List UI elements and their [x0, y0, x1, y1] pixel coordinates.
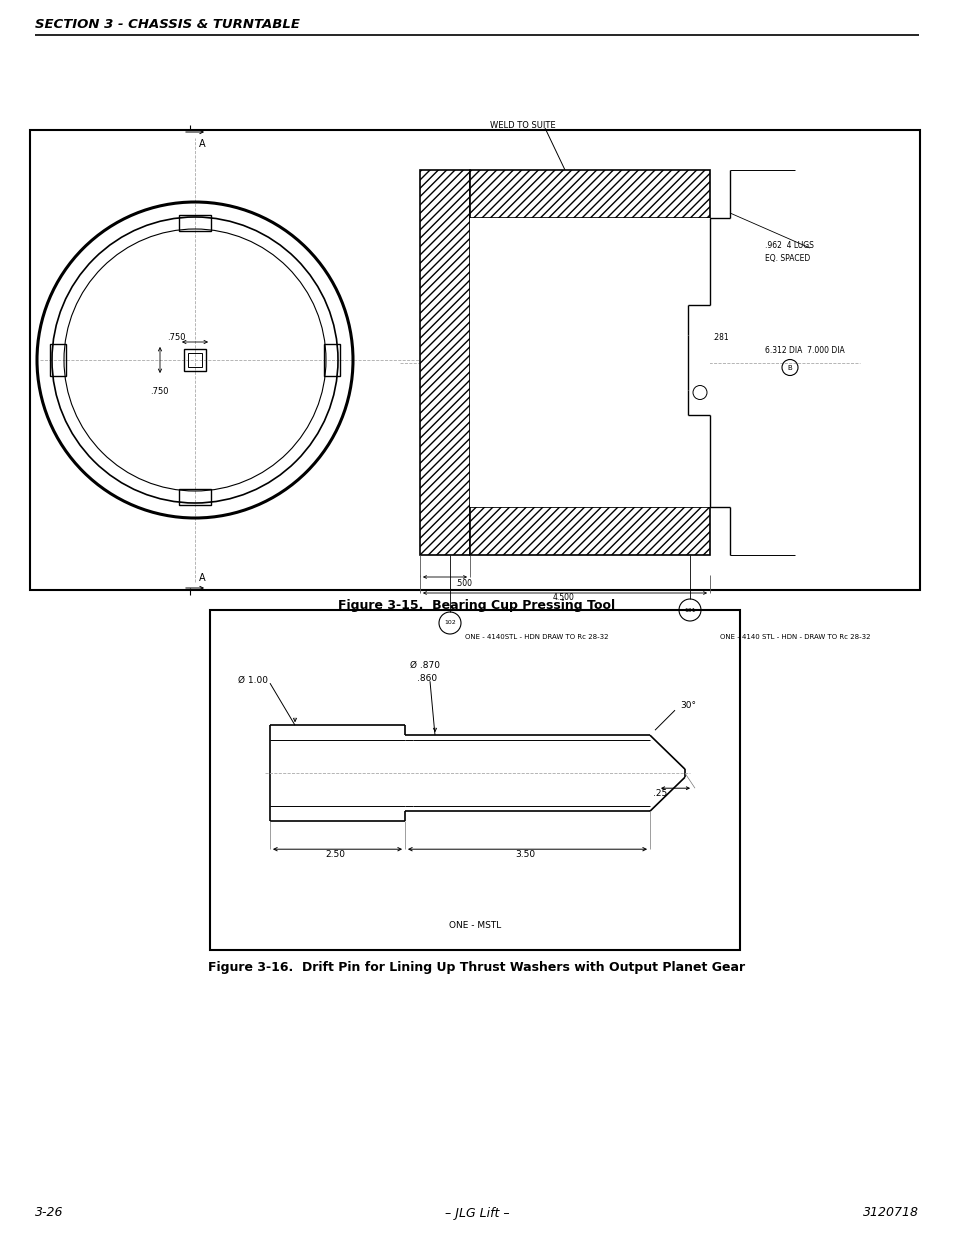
Bar [470, 170, 709, 219]
Text: B: B [787, 364, 792, 370]
Text: 4.500: 4.500 [553, 593, 575, 601]
Bar [324, 345, 339, 375]
Text: 3.50: 3.50 [515, 850, 535, 858]
Bar [470, 508, 709, 555]
Bar [30, 130, 919, 590]
Text: 2.50: 2.50 [325, 850, 345, 858]
Text: A: A [199, 140, 206, 149]
Bar [179, 489, 211, 505]
Text: 30°: 30° [679, 700, 696, 710]
Text: .750: .750 [167, 333, 185, 342]
Text: ONE - 4140 STL - HDN - DRAW TO Rc 28-32: ONE - 4140 STL - HDN - DRAW TO Rc 28-32 [720, 634, 869, 640]
Text: Figure 3-15.  Bearing Cup Pressing Tool: Figure 3-15. Bearing Cup Pressing Tool [338, 599, 615, 611]
Bar [470, 219, 709, 508]
Text: .750: .750 [150, 388, 169, 396]
Text: .437: .437 [658, 383, 675, 391]
Text: Ø .870: Ø .870 [410, 661, 439, 669]
Text: 3-26: 3-26 [35, 1207, 64, 1219]
Text: 102: 102 [444, 620, 456, 625]
Text: WELD TO SUITE: WELD TO SUITE [490, 121, 555, 130]
Text: .962  4 LUGS: .962 4 LUGS [764, 242, 813, 251]
Bar [179, 215, 211, 231]
Text: Ø 1.00: Ø 1.00 [237, 676, 268, 684]
Text: .860: .860 [416, 674, 436, 683]
Text: A: A [199, 573, 206, 583]
Bar [210, 610, 740, 950]
Text: 6.312 DIA  7.000 DIA: 6.312 DIA 7.000 DIA [764, 346, 843, 354]
Bar [184, 350, 206, 370]
Bar [188, 353, 202, 367]
Text: EQ. SPACED: EQ. SPACED [764, 253, 809, 263]
Text: 3120718: 3120718 [862, 1207, 918, 1219]
Text: Figure 3-16.  Drift Pin for Lining Up Thrust Washers with Output Planet Gear: Figure 3-16. Drift Pin for Lining Up Thr… [208, 961, 745, 973]
Text: .281: .281 [711, 333, 728, 342]
Bar [50, 345, 66, 375]
Text: .25: .25 [652, 789, 666, 798]
Text: 8: 8 [698, 390, 701, 395]
Text: SECTION 3 - CHASSIS & TURNTABLE: SECTION 3 - CHASSIS & TURNTABLE [35, 19, 299, 32]
Text: ONE - MSTL: ONE - MSTL [449, 920, 500, 930]
Text: – JLG Lift –: – JLG Lift – [444, 1207, 509, 1219]
Text: 101: 101 [683, 608, 695, 613]
Text: ONE - 4140STL - HDN DRAW TO Rc 28-32: ONE - 4140STL - HDN DRAW TO Rc 28-32 [464, 634, 608, 640]
Bar [419, 170, 470, 555]
Text: .500: .500 [455, 578, 472, 588]
